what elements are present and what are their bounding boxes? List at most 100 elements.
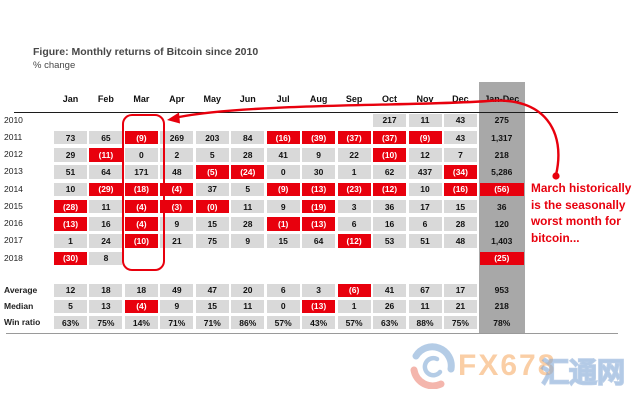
- cell-2011-Sep: (37): [337, 130, 371, 145]
- cell-2017-Jul: 15: [266, 234, 300, 248]
- cell-average-Mar: 18: [124, 283, 158, 298]
- row-label-2013: 2013: [4, 166, 23, 177]
- cell-2014-Feb: (29): [89, 182, 123, 197]
- cell-2013-Dec: (34): [443, 165, 477, 179]
- column-header-Apr: Apr: [169, 94, 185, 104]
- cell-2017-Feb: 24: [89, 234, 123, 248]
- column-header-Jan: Jan: [62, 94, 79, 104]
- column-header-May: May: [203, 94, 222, 104]
- cell-2011-Dec: 43: [443, 130, 477, 145]
- cell-median-Nov: 11: [408, 299, 442, 313]
- cell-2010-Jan-Dec: 275: [494, 115, 509, 126]
- cell-2012-Dec: 7: [443, 148, 477, 162]
- cell-median-Oct: 26: [373, 299, 407, 313]
- cell-win-ratio-Sep: 57%: [337, 316, 371, 330]
- cell-2013-Jan-Dec: 5,286: [491, 167, 513, 178]
- cell-2017-Aug: 64: [302, 234, 336, 248]
- cell-2016-Aug: (13): [302, 217, 336, 231]
- cell-2014-Jul: (9): [266, 182, 300, 197]
- cell-2018-Jan: (30): [54, 251, 87, 266]
- cell-2013-May: (5): [195, 165, 229, 179]
- cell-2017-Dec: 48: [443, 234, 477, 248]
- cell-2016-Jun: 28: [231, 217, 265, 231]
- cell-2016-Apr: 9: [160, 217, 194, 231]
- column-header-Feb: Feb: [97, 94, 114, 104]
- cell-win-ratio-Feb: 75%: [89, 316, 123, 330]
- column-header-Nov: Nov: [416, 94, 434, 104]
- cell-2015-Sep: 3: [337, 199, 371, 214]
- cell-2017-Nov: 51: [408, 234, 442, 248]
- cell-average-Dec: 17: [443, 283, 477, 298]
- cell-win-ratio-Oct: 63%: [373, 316, 407, 330]
- cell-median-Jan: 5: [54, 299, 87, 313]
- cell-win-ratio-Aug: 43%: [302, 316, 336, 330]
- cell-2013-Mar: 171: [124, 165, 158, 179]
- cell-2014-Nov: 10: [408, 182, 442, 197]
- column-header-Jun: Jun: [239, 94, 256, 104]
- cell-2017-Jan: 1: [54, 234, 87, 248]
- cell-2011-Nov: (9): [408, 130, 442, 145]
- cell-2013-Nov: 437: [408, 165, 442, 179]
- cell-2011-Oct: (37): [373, 130, 407, 145]
- cell-2017-Jun: 9: [231, 234, 265, 248]
- cell-2016-Jan-Dec: 120: [494, 218, 509, 229]
- cell-2017-Jan-Dec: 1,403: [491, 236, 513, 247]
- watermark: FX678 汇通网: [385, 338, 640, 396]
- cell-2013-Apr: 48: [160, 165, 194, 179]
- cell-2013-Jun: (24): [231, 165, 265, 179]
- cell-2011-Jul: (16): [266, 130, 300, 145]
- cell-2013-Jan: 51: [54, 165, 87, 179]
- cell-2010-Nov: 11: [408, 113, 442, 128]
- cell-average-Apr: 49: [160, 283, 194, 298]
- cell-2015-Jun: 11: [231, 199, 265, 214]
- cell-2015-Jan-Dec: 36: [497, 201, 507, 212]
- cell-2013-Oct: 62: [373, 165, 407, 179]
- cell-average-Jan-Dec: 953: [494, 285, 509, 296]
- row-label-2016: 2016: [4, 218, 23, 229]
- cell-2010-Dec: 43: [443, 113, 477, 128]
- cell-average-Jan: 12: [54, 283, 87, 298]
- watermark-cn: 汇通网: [540, 356, 626, 389]
- cell-win-ratio-Jan: 63%: [54, 316, 87, 330]
- cell-win-ratio-May: 71%: [195, 316, 229, 330]
- row-label-2011: 2011: [4, 131, 23, 142]
- cell-2012-Aug: 9: [302, 148, 336, 162]
- watermark-brand: FX678: [458, 349, 557, 382]
- cell-2012-Jan: 29: [54, 148, 87, 162]
- cell-median-May: 15: [195, 299, 229, 313]
- cell-2012-Jul: 41: [266, 148, 300, 162]
- cell-win-ratio-Nov: 88%: [408, 316, 442, 330]
- cell-median-Dec: 21: [443, 299, 477, 313]
- cell-2015-Apr: (3): [160, 199, 194, 214]
- cell-2015-Nov: 17: [408, 199, 442, 214]
- cell-2010-Oct: 217: [373, 113, 407, 128]
- row-label-2012: 2012: [4, 149, 23, 160]
- march-column-highlight: [121, 113, 165, 271]
- cell-win-ratio-Jul: 57%: [266, 316, 300, 330]
- column-header-Aug: Aug: [309, 94, 328, 104]
- cell-2016-Jul: (1): [266, 217, 300, 231]
- cell-2017-Mar: (10): [124, 234, 158, 248]
- cell-2011-Jun: 84: [231, 130, 265, 145]
- cell-2013-Jul: 0: [266, 165, 300, 179]
- cell-2014-Oct: (12): [373, 182, 407, 197]
- cell-win-ratio-Dec: 75%: [443, 316, 477, 330]
- row-label-2017: 2017: [4, 235, 23, 246]
- cell-2014-Jan: 10: [54, 182, 87, 197]
- cell-2014-May: 37: [195, 182, 229, 197]
- column-header-Mar: Mar: [133, 94, 150, 104]
- cell-2011-Aug: (39): [302, 130, 336, 145]
- cell-2011-Jan: 73: [54, 130, 87, 145]
- cell-2013-Sep: 1: [337, 165, 371, 179]
- cell-2017-Oct: 53: [373, 234, 407, 248]
- cell-average-Feb: 18: [89, 283, 123, 298]
- cell-2014-Dec: (16): [443, 182, 477, 197]
- annotation-text: March historically is the seasonally wor…: [531, 181, 632, 245]
- row-label-average: Average: [4, 284, 38, 295]
- cell-2015-Mar: (4): [124, 199, 158, 214]
- figure-title: Figure: Monthly returns of Bitcoin since…: [33, 46, 259, 58]
- cell-2013-Aug: 30: [302, 165, 336, 179]
- row-label-2010: 2010: [4, 114, 23, 125]
- cell-average-May: 47: [195, 283, 229, 298]
